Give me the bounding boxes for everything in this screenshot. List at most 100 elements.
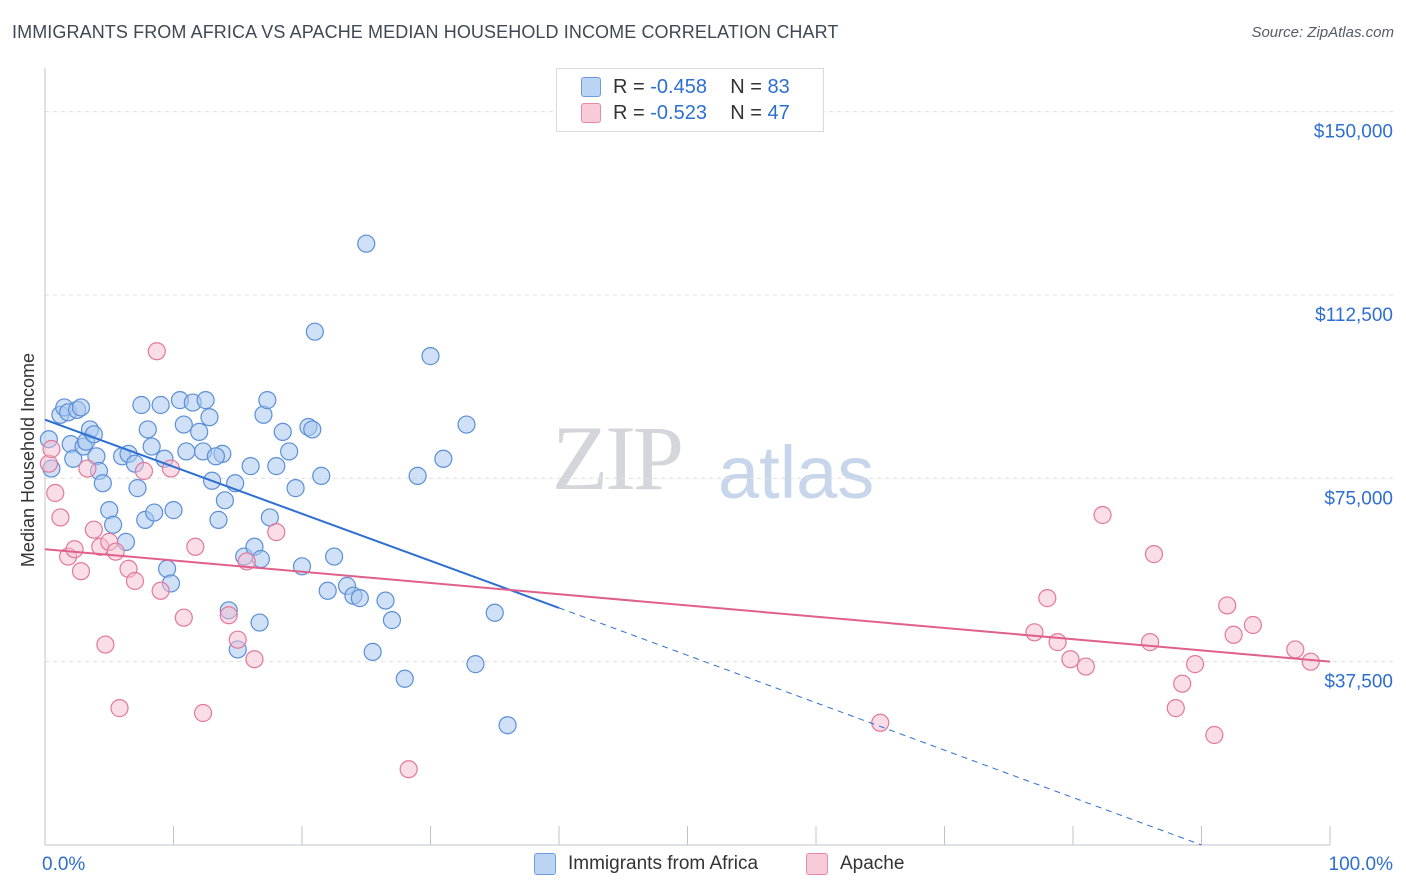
data-point-apache xyxy=(125,571,145,591)
data-point-apache xyxy=(151,581,170,600)
data-point-apache xyxy=(399,760,418,779)
data-point-apache xyxy=(1025,623,1044,642)
data-point-apache xyxy=(110,699,129,718)
data-point-africa xyxy=(408,466,427,485)
data-point-apache xyxy=(1140,633,1160,652)
legend-r-label: R = xyxy=(613,75,645,98)
y-tick-label: $112,500 xyxy=(1315,305,1393,326)
data-point-apache xyxy=(84,520,103,539)
legend-row-africa: R = -0.458 N = 83 xyxy=(581,75,790,99)
source-credit: Source: ZipAtlas.com xyxy=(1251,24,1394,41)
gridlines xyxy=(45,111,1395,663)
data-point-africa xyxy=(93,474,112,493)
x-tick-label: 100.0% xyxy=(1329,854,1394,875)
data-point-apache xyxy=(1144,545,1164,564)
data-point-africa xyxy=(151,395,170,415)
data-point-apache xyxy=(1218,596,1237,615)
axes xyxy=(44,68,1331,846)
bottom-legend-apache: Apache xyxy=(806,850,904,878)
data-point-apache xyxy=(134,461,154,481)
data-point-africa xyxy=(190,422,209,441)
data-point-apache xyxy=(1166,699,1185,718)
data-point-apache xyxy=(46,483,65,503)
legend-r-value: -0.523 xyxy=(650,101,707,124)
data-point-apache xyxy=(65,540,84,559)
data-point-africa xyxy=(457,415,476,434)
data-point-africa xyxy=(258,391,277,410)
data-point-apache xyxy=(106,542,125,561)
legend-n-label: N = xyxy=(730,75,762,98)
legend-n-value: 47 xyxy=(767,101,790,124)
correlation-legend: R = -0.458 N = 83 R = -0.523 N = 47 xyxy=(556,68,824,132)
data-point-apache xyxy=(71,562,91,581)
data-point-apache xyxy=(96,635,115,654)
data-point-africa xyxy=(363,642,382,661)
trend-line-apache xyxy=(44,548,1331,663)
data-point-africa xyxy=(312,466,331,485)
data-point-africa xyxy=(128,479,147,498)
data-point-apache xyxy=(1286,640,1305,659)
data-point-apache xyxy=(1038,589,1057,608)
data-point-apache xyxy=(1048,633,1067,652)
data-point-africa xyxy=(305,322,324,341)
data-point-apache xyxy=(245,650,264,669)
data-point-africa xyxy=(71,398,91,417)
data-point-africa xyxy=(241,457,260,476)
data-point-apache xyxy=(78,459,97,478)
bottom-legend-swatch-apache xyxy=(806,853,828,875)
data-point-apache xyxy=(1173,674,1192,693)
data-point-africa xyxy=(174,415,193,434)
watermark-atlas: atlas xyxy=(718,431,875,514)
data-point-apache xyxy=(219,606,238,625)
data-point-africa xyxy=(267,457,286,476)
trend-line-africa xyxy=(44,418,560,609)
bottom-legend-swatch-africa xyxy=(534,853,556,875)
data-point-africa xyxy=(485,603,504,622)
series-apache xyxy=(39,342,1320,779)
data-point-apache xyxy=(228,630,247,649)
data-point-africa xyxy=(382,611,402,630)
data-point-africa xyxy=(498,716,517,735)
series-immigrants-from-africa xyxy=(39,234,517,735)
data-point-africa xyxy=(142,437,161,456)
legend-swatch-africa xyxy=(581,77,601,97)
data-point-apache xyxy=(871,713,890,732)
data-point-africa xyxy=(177,442,196,461)
data-point-africa xyxy=(215,491,234,510)
bottom-legend-label-africa: Immigrants from Africa xyxy=(568,853,759,874)
data-point-africa xyxy=(104,515,123,534)
data-point-africa xyxy=(138,420,157,439)
data-point-africa xyxy=(132,395,151,415)
data-point-africa xyxy=(421,347,440,366)
legend-r-value: -0.458 xyxy=(650,75,707,98)
watermark-zip: ZIP xyxy=(552,407,684,509)
data-point-africa xyxy=(206,447,226,466)
data-point-apache xyxy=(51,508,70,527)
data-point-apache xyxy=(42,439,61,459)
data-point-apache xyxy=(1061,650,1080,669)
data-point-apache xyxy=(1301,652,1320,671)
bottom-legend-africa: Immigrants from Africa xyxy=(534,850,758,878)
data-point-apache xyxy=(1093,505,1112,525)
data-point-apache xyxy=(1076,657,1095,676)
data-point-africa xyxy=(164,501,183,520)
legend-n-value: 83 xyxy=(767,75,790,98)
y-tick-label: $75,000 xyxy=(1324,488,1393,509)
legend-row-apache: R = -0.523 N = 47 xyxy=(581,101,790,125)
data-point-africa xyxy=(466,655,485,674)
legend-n-label: N = xyxy=(730,101,762,124)
data-point-africa xyxy=(325,547,344,566)
legend-r-label: R = xyxy=(613,101,645,124)
data-point-africa xyxy=(280,442,299,461)
data-point-africa xyxy=(303,420,322,439)
data-point-apache xyxy=(147,342,166,361)
data-point-apache xyxy=(186,537,205,556)
data-point-africa xyxy=(200,408,219,427)
data-point-africa xyxy=(196,391,215,410)
data-point-apache xyxy=(1224,625,1243,644)
data-point-africa xyxy=(209,510,228,529)
data-point-africa xyxy=(395,669,414,688)
trend-lines xyxy=(44,418,1331,846)
data-point-apache xyxy=(1205,725,1224,745)
